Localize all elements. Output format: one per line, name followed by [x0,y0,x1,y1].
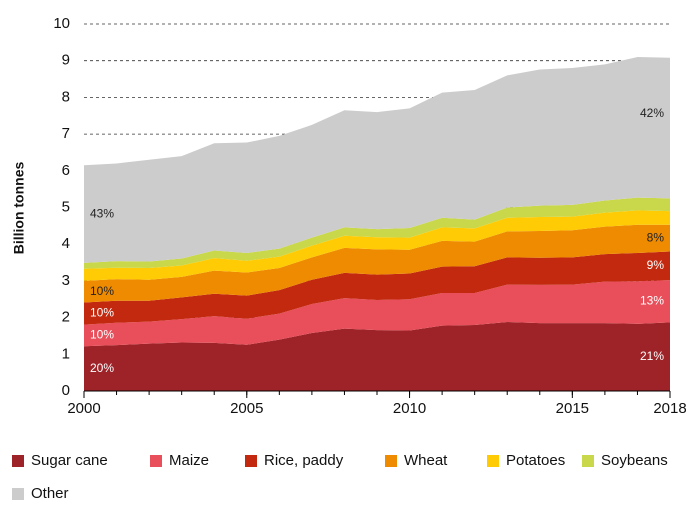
x-tick-label: 2000 [67,400,100,417]
share-label: 9% [647,258,665,272]
x-tick-label: 2015 [556,400,589,417]
legend-label: Potatoes [506,452,565,469]
legend-label: Soybeans [601,452,668,469]
legend-swatch [385,455,397,467]
y-tick-label: 3 [62,272,70,289]
legend-swatch [245,455,257,467]
legend-label: Wheat [404,452,448,469]
legend-swatch [582,455,594,467]
share-label: 20% [90,361,114,375]
y-tick-label: 5 [62,198,70,215]
share-label: 10% [90,284,114,298]
share-label: 10% [90,328,114,342]
legend-label: Maize [169,452,209,469]
share-label: 8% [647,230,665,244]
x-tick-label: 2005 [230,400,263,417]
share-label: 13% [640,293,664,307]
y-tick-label: 6 [62,162,70,179]
share-label: 10% [90,306,114,320]
y-tick-label: 0 [62,382,70,399]
y-tick-label: 1 [62,345,70,362]
y-tick-label: 9 [62,52,70,69]
y-tick-label: 8 [62,88,70,105]
y-axis-label: Billion tonnes [11,162,27,255]
area [84,210,670,281]
legend-label: Rice, paddy [264,452,344,469]
legend-label: Sugar cane [31,452,108,469]
y-tick-label: 7 [62,125,70,142]
area [84,280,670,347]
y-tick-label: 10 [53,15,70,32]
legend-swatch [487,455,499,467]
legend-swatch [150,455,162,467]
legend-swatch [12,488,24,500]
y-tick-label: 2 [62,309,70,326]
area [84,197,670,269]
share-label: 42% [640,106,664,120]
legend-label: Other [31,485,69,502]
x-tick-label: 2018 [653,400,686,417]
y-tick-label: 4 [62,235,70,252]
area [84,57,670,263]
area [84,251,670,325]
share-label: 43% [90,206,114,220]
legend-swatch [12,455,24,467]
share-label: 21% [640,349,664,363]
area [84,224,670,303]
x-tick-label: 2010 [393,400,426,417]
area [84,322,670,391]
